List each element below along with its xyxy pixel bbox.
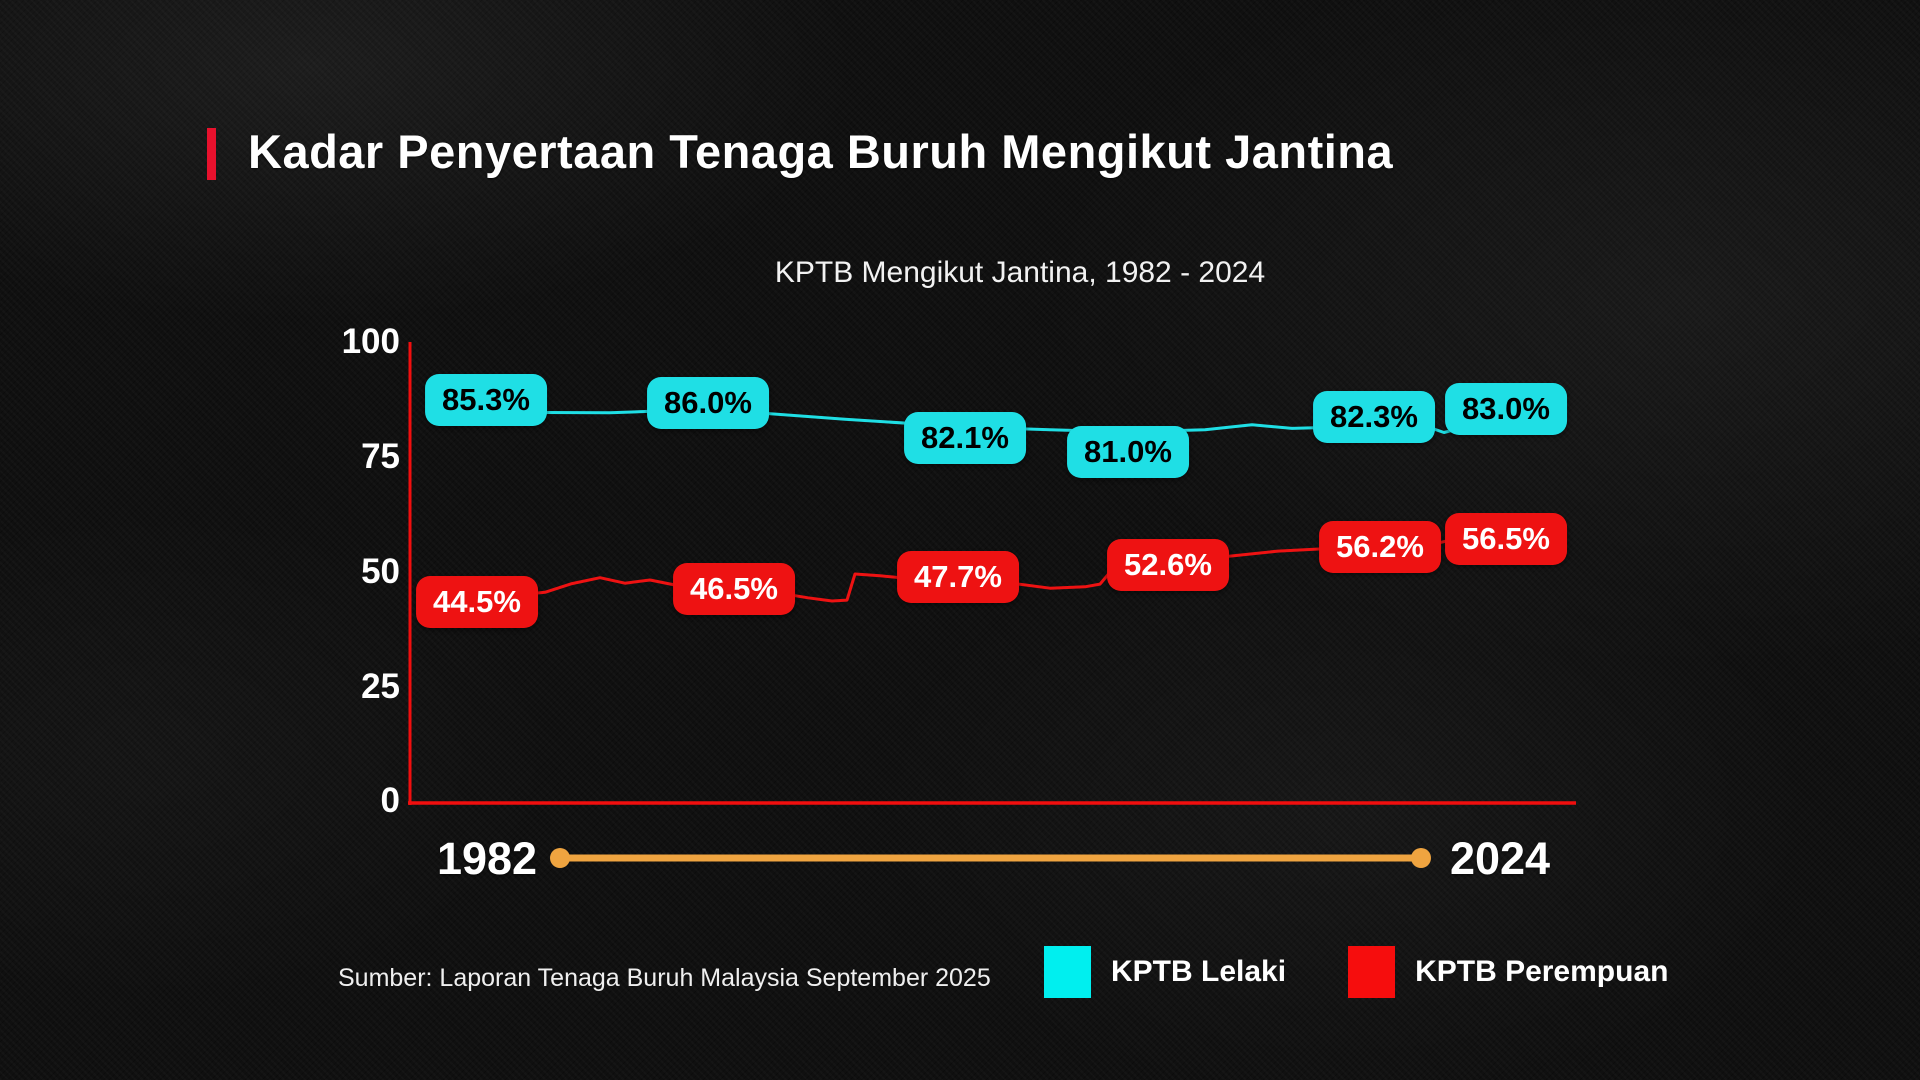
female-label-p2: 46.5% [673, 563, 795, 615]
x-label-start: 1982 [436, 833, 538, 884]
male-label-1982: 85.3% [425, 374, 547, 426]
y-tick-75: 75 [361, 437, 400, 476]
male-label-p2: 86.0% [647, 377, 769, 429]
source-note: Sumber: Laporan Tenaga Buruh Malaysia Se… [338, 964, 991, 992]
chart-title: KPTB Mengikut Jantina, 1982 - 2024 [774, 256, 1266, 289]
y-tick-25: 25 [361, 667, 400, 706]
male-label-p4: 81.0% [1067, 426, 1189, 478]
title-accent-bar [207, 128, 216, 180]
female-label-p4: 52.6% [1107, 539, 1229, 591]
timeline-end-dot [1411, 848, 1431, 868]
female-label-2024: 56.5% [1445, 513, 1567, 565]
legend-item-male: KPTB Lelaki [1044, 946, 1286, 998]
chart-legend: KPTB Lelaki KPTB Perempuan [1044, 946, 1668, 998]
page-title: Kadar Penyertaan Tenaga Buruh Mengikut J… [248, 125, 1394, 178]
x-axis-timeline [550, 848, 1431, 868]
male-label-2024: 83.0% [1445, 383, 1567, 435]
page-title-row: Kadar Penyertaan Tenaga Buruh Mengikut J… [207, 124, 1393, 180]
male-label-p5: 82.3% [1313, 391, 1435, 443]
y-tick-50: 50 [361, 552, 400, 591]
female-label-p3: 47.7% [897, 551, 1019, 603]
timeline-start-dot [550, 848, 570, 868]
x-label-end: 2024 [1449, 833, 1551, 884]
male-series-swatch [1044, 946, 1091, 998]
female-series-swatch [1348, 946, 1396, 998]
legend-label-female: KPTB Perempuan [1415, 955, 1669, 988]
female-label-p5: 56.2% [1319, 521, 1441, 573]
legend-label-male: KPTB Lelaki [1111, 955, 1287, 988]
male-label-p3: 82.1% [904, 412, 1026, 464]
y-tick-100: 100 [341, 322, 400, 361]
y-tick-0: 0 [380, 781, 400, 820]
series-line-female [451, 538, 1496, 603]
female-label-1982: 44.5% [416, 576, 538, 628]
legend-item-female: KPTB Perempuan [1348, 946, 1668, 998]
